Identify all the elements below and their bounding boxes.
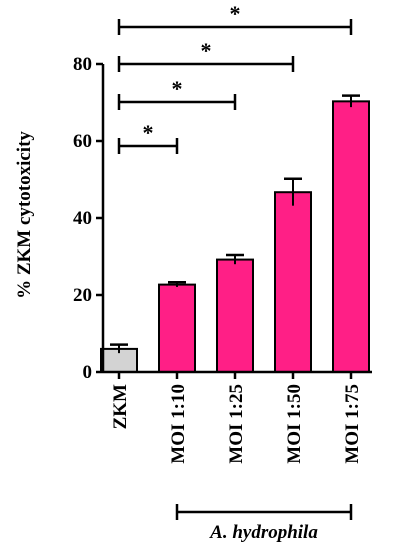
x-tick-label: MOI 1:50: [284, 384, 305, 464]
x-tick-label: MOI 1:10: [168, 384, 189, 464]
bar: [332, 100, 370, 373]
x-tick-label: MOI 1:75: [342, 384, 363, 464]
y-tick-label: 20: [73, 285, 92, 306]
group-label: A. hydrophila: [209, 522, 318, 543]
significance-star: *: [230, 1, 241, 26]
x-tick-label: MOI 1:25: [226, 384, 247, 464]
bar: [158, 283, 196, 374]
significance-star: *: [143, 120, 154, 145]
significance-star: *: [172, 76, 183, 101]
y-tick-label: 0: [83, 362, 93, 383]
significance-star: *: [201, 38, 212, 63]
y-tick-label: 60: [73, 131, 92, 152]
bar: [274, 191, 312, 373]
bar: [216, 258, 254, 373]
y-tick-label: 80: [73, 54, 92, 75]
y-axis-title: % ZKM cytotoxicity: [14, 131, 35, 299]
y-tick-label: 40: [73, 208, 92, 229]
x-tick-label: ZKM: [110, 384, 131, 429]
